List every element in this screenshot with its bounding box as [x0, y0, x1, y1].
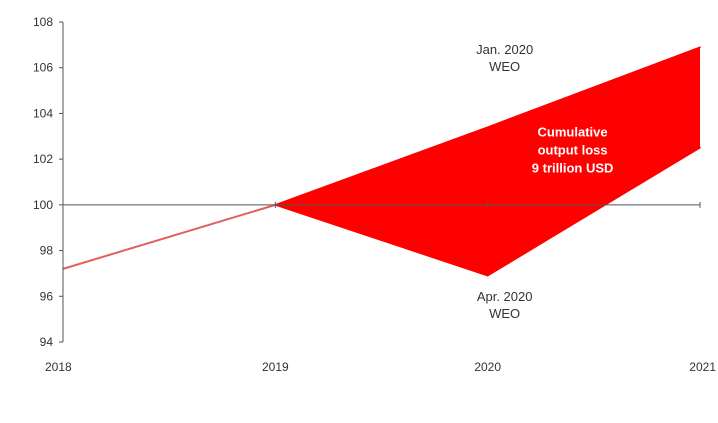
y-tick-label: 106 [33, 61, 53, 75]
y-tick-label: 98 [40, 244, 54, 258]
annotation-loss-line-2: 9 trillion USD [532, 160, 614, 175]
y-tick-label: 96 [40, 289, 54, 303]
chart-marks [62, 46, 701, 277]
output-loss-area [275, 47, 700, 276]
chart-annotations: Jan. 2020 WEO Apr. 2020 WEO Cumulative output… [476, 42, 613, 321]
x-tick-label: 2018 [45, 360, 72, 374]
annotation-jan-line-1: WEO [489, 59, 520, 74]
y-tick-label: 108 [33, 15, 53, 29]
y-tick-label: 94 [40, 335, 54, 349]
y-tick-label: 104 [33, 106, 53, 120]
annotation-apr-line-0: Apr. 2020 [477, 289, 533, 304]
y-tick-label: 100 [33, 198, 53, 212]
chart-axes [62, 22, 700, 342]
annotation-loss-line-1: output loss [538, 142, 608, 157]
annotation-loss-line-0: Cumulative [538, 124, 608, 139]
x-tick-label: 2020 [474, 360, 501, 374]
chart-ticks: 94 96 98 100 102 104 106 108 2018 2019 2020 2021 [33, 15, 716, 374]
x-tick-label: 2019 [262, 360, 289, 374]
series-2-point-2 [699, 146, 701, 149]
series-1-point-2 [699, 46, 701, 48]
series-line-0 [62, 203, 276, 270]
y-tick-label: 102 [33, 152, 53, 166]
annotation-apr-line-1: WEO [489, 306, 520, 321]
series-1-point-1 [486, 126, 489, 128]
series-2-point-1 [486, 274, 489, 277]
x-tick-label: 2021 [689, 360, 716, 374]
annotation-jan-line-0: Jan. 2020 [476, 42, 533, 57]
